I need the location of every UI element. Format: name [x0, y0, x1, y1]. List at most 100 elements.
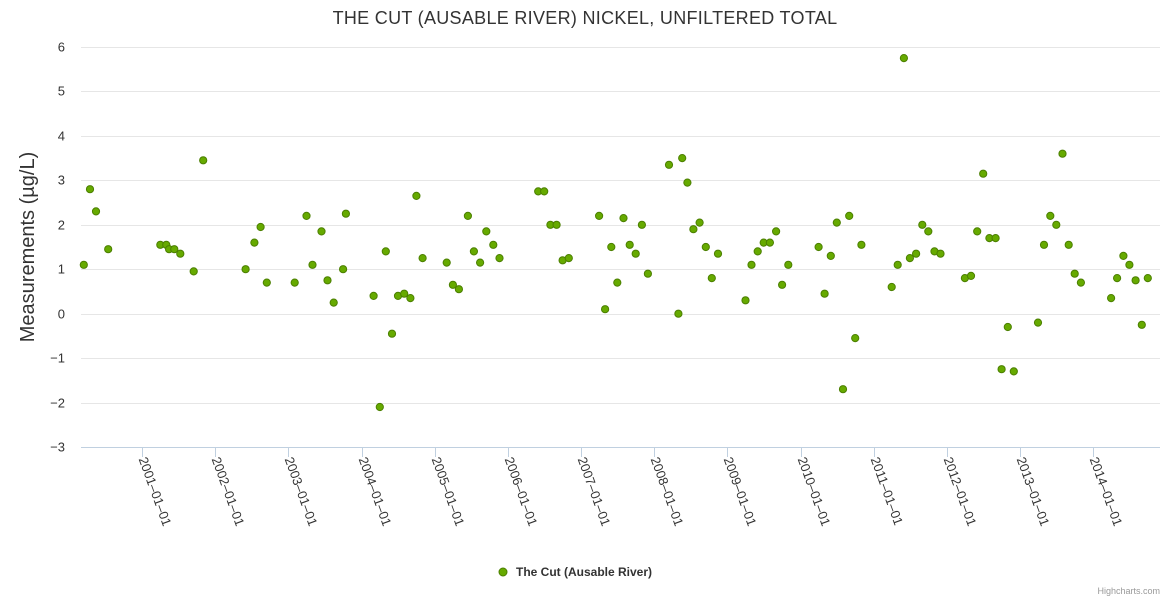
credits-link[interactable]: Highcharts.com	[1097, 586, 1160, 596]
data-point[interactable]	[695, 218, 704, 227]
data-point[interactable]	[905, 254, 915, 263]
data-point[interactable]	[713, 249, 723, 258]
data-point[interactable]	[997, 365, 1006, 374]
data-point[interactable]	[290, 278, 299, 287]
data-point[interactable]	[341, 209, 350, 218]
data-point[interactable]	[406, 294, 415, 303]
data-point[interactable]	[631, 249, 640, 258]
data-point[interactable]	[664, 160, 674, 169]
data-point[interactable]	[1046, 211, 1055, 220]
data-point[interactable]	[189, 267, 198, 276]
data-point[interactable]	[1003, 322, 1012, 332]
data-point[interactable]	[832, 218, 841, 227]
data-point[interactable]	[826, 251, 835, 260]
data-point[interactable]	[637, 220, 647, 229]
data-point[interactable]	[1107, 294, 1116, 303]
data-point[interactable]	[469, 247, 478, 256]
data-point[interactable]	[1052, 220, 1061, 229]
data-point[interactable]	[317, 227, 326, 236]
data-point[interactable]	[540, 187, 549, 196]
data-point[interactable]	[339, 265, 348, 274]
data-point[interactable]	[607, 242, 616, 252]
data-point[interactable]	[256, 222, 265, 232]
data-point[interactable]	[104, 245, 113, 254]
data-point[interactable]	[966, 271, 976, 280]
data-point[interactable]	[814, 242, 823, 252]
data-point[interactable]	[838, 385, 848, 394]
data-point[interactable]	[625, 240, 634, 249]
data-point[interactable]	[765, 238, 775, 247]
data-point[interactable]	[91, 207, 101, 216]
data-point[interactable]	[643, 269, 653, 278]
data-point[interactable]	[1070, 269, 1079, 278]
data-point[interactable]	[329, 298, 338, 307]
data-point[interactable]	[893, 260, 902, 269]
data-point[interactable]	[595, 211, 604, 220]
data-point[interactable]	[991, 234, 1000, 243]
data-point[interactable]	[1058, 149, 1067, 158]
data-point[interactable]	[979, 169, 988, 178]
data-point[interactable]	[601, 305, 610, 314]
data-point[interactable]	[489, 240, 498, 249]
data-point[interactable]	[707, 274, 716, 283]
data-point[interactable]	[79, 260, 88, 269]
data-point[interactable]	[463, 211, 472, 220]
data-point[interactable]	[753, 247, 762, 256]
data-point[interactable]	[887, 282, 896, 292]
data-point[interactable]	[683, 178, 692, 187]
data-point[interactable]	[619, 214, 628, 223]
data-point[interactable]	[454, 285, 463, 294]
data-point[interactable]	[241, 265, 250, 274]
data-point[interactable]	[418, 254, 427, 263]
data-point[interactable]	[674, 309, 683, 318]
data-point[interactable]	[412, 191, 421, 200]
data-point[interactable]	[701, 242, 710, 252]
data-point[interactable]	[918, 220, 927, 229]
data-point[interactable]	[85, 185, 95, 194]
data-point[interactable]	[613, 278, 622, 287]
data-point[interactable]	[1033, 318, 1043, 327]
data-point[interactable]	[924, 227, 933, 236]
data-point[interactable]	[1131, 276, 1140, 285]
data-point[interactable]	[845, 211, 854, 220]
data-point[interactable]	[323, 276, 332, 285]
data-point[interactable]	[552, 220, 561, 229]
data-point[interactable]	[784, 260, 793, 269]
legend-item-the-cut[interactable]: The Cut (Ausable River)	[516, 565, 652, 579]
data-point[interactable]	[689, 225, 698, 234]
data-point[interactable]	[820, 289, 829, 298]
data-point[interactable]	[381, 247, 390, 256]
data-point[interactable]	[369, 291, 378, 300]
data-point[interactable]	[1039, 240, 1049, 249]
data-point[interactable]	[495, 254, 504, 263]
data-point[interactable]	[482, 227, 491, 236]
data-point[interactable]	[400, 289, 409, 298]
data-point[interactable]	[851, 334, 860, 343]
data-point[interactable]	[747, 260, 756, 269]
data-point[interactable]	[199, 156, 208, 165]
data-point[interactable]	[262, 278, 271, 287]
data-point[interactable]	[387, 329, 397, 338]
data-point[interactable]	[778, 280, 787, 289]
data-point[interactable]	[936, 249, 945, 258]
data-point[interactable]	[857, 240, 866, 249]
data-point[interactable]	[375, 402, 384, 412]
data-point[interactable]	[1137, 320, 1146, 329]
data-point[interactable]	[448, 280, 457, 289]
data-point[interactable]	[308, 260, 317, 269]
data-point[interactable]	[678, 154, 687, 163]
data-point[interactable]	[912, 249, 921, 258]
data-point[interactable]	[302, 211, 311, 220]
legend[interactable]: The Cut (Ausable River)	[498, 565, 652, 579]
data-point[interactable]	[442, 258, 451, 267]
data-point[interactable]	[170, 245, 179, 254]
data-point[interactable]	[1125, 260, 1134, 269]
data-point[interactable]	[772, 227, 781, 236]
data-point[interactable]	[564, 254, 573, 263]
data-point[interactable]	[176, 249, 185, 258]
data-point[interactable]	[741, 296, 750, 305]
data-point[interactable]	[1143, 274, 1152, 283]
data-point[interactable]	[250, 238, 259, 247]
data-point[interactable]	[1113, 274, 1122, 283]
data-point[interactable]	[1064, 240, 1073, 249]
